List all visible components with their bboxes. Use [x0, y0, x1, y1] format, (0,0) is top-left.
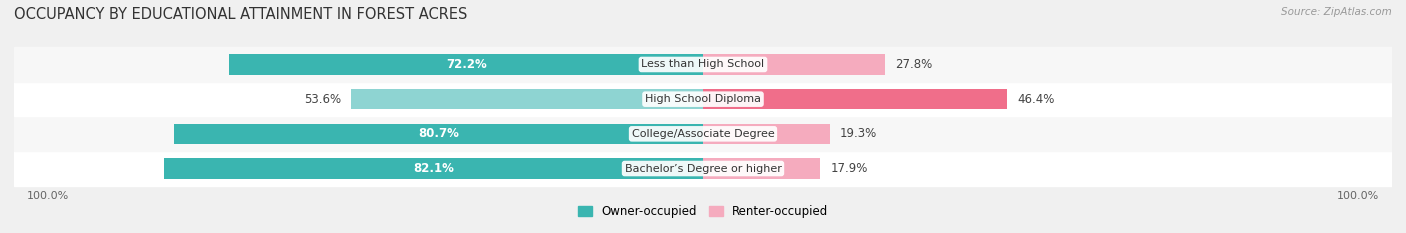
Text: 100.0%: 100.0%	[27, 191, 69, 201]
Bar	[229, 55, 703, 75]
Legend: Owner-occupied, Renter-occupied: Owner-occupied, Renter-occupied	[578, 205, 828, 218]
Bar	[352, 89, 703, 109]
Bar	[173, 124, 703, 144]
Bar	[14, 116, 1392, 151]
Bar	[14, 47, 1392, 82]
Text: 80.7%: 80.7%	[418, 127, 458, 140]
Bar	[14, 82, 1392, 116]
Text: 27.8%: 27.8%	[896, 58, 932, 71]
Text: 82.1%: 82.1%	[413, 162, 454, 175]
Text: 72.2%: 72.2%	[446, 58, 486, 71]
Text: 19.3%: 19.3%	[839, 127, 877, 140]
Text: 100.0%: 100.0%	[1337, 191, 1379, 201]
Text: High School Diploma: High School Diploma	[645, 94, 761, 104]
Text: 53.6%: 53.6%	[304, 93, 342, 106]
Bar	[703, 89, 1008, 109]
Text: Less than High School: Less than High School	[641, 59, 765, 69]
Bar	[14, 151, 1392, 186]
Text: OCCUPANCY BY EDUCATIONAL ATTAINMENT IN FOREST ACRES: OCCUPANCY BY EDUCATIONAL ATTAINMENT IN F…	[14, 7, 467, 22]
Text: College/Associate Degree: College/Associate Degree	[631, 129, 775, 139]
Text: Source: ZipAtlas.com: Source: ZipAtlas.com	[1281, 7, 1392, 17]
Bar	[703, 124, 830, 144]
Text: 17.9%: 17.9%	[831, 162, 868, 175]
Bar	[703, 55, 886, 75]
Bar	[165, 158, 703, 178]
Text: Bachelor’s Degree or higher: Bachelor’s Degree or higher	[624, 164, 782, 174]
Bar	[703, 158, 821, 178]
Text: 46.4%: 46.4%	[1018, 93, 1054, 106]
